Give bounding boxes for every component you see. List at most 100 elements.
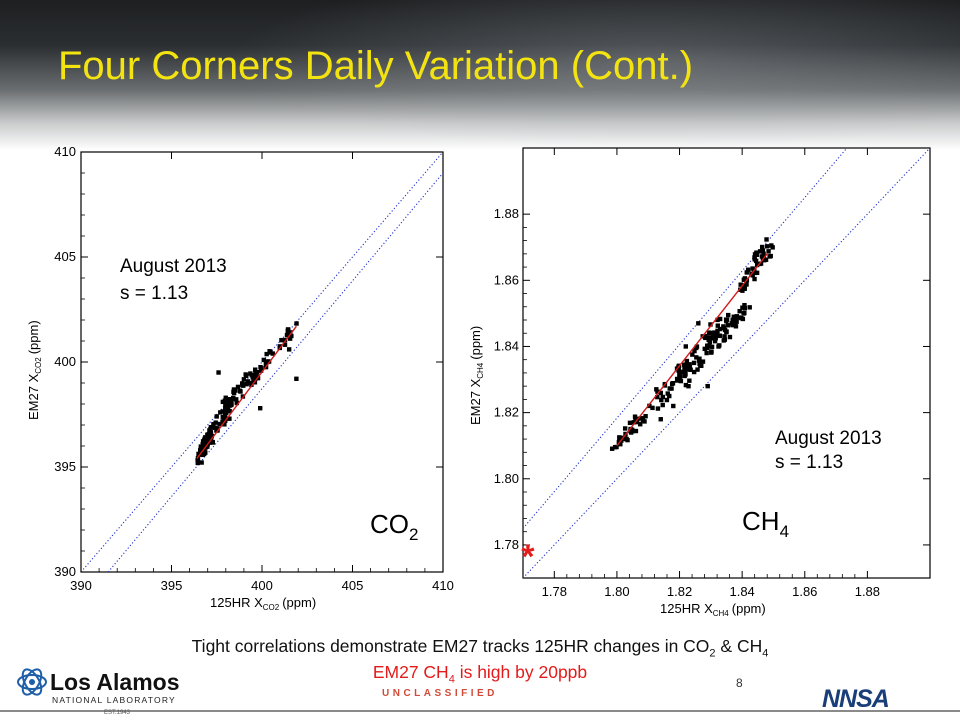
data-point bbox=[702, 346, 707, 352]
ch4-y-axis-label: EM27 XCH4(ppm) bbox=[468, 326, 485, 425]
data-point bbox=[264, 359, 270, 365]
ch4-x-axis-label: 125HR XCH4 (ppm) bbox=[660, 601, 766, 618]
ch4-data-points bbox=[609, 237, 775, 451]
data-point bbox=[700, 359, 706, 364]
data-point bbox=[215, 426, 220, 431]
data-point bbox=[234, 400, 239, 406]
data-point bbox=[250, 375, 255, 380]
data-point bbox=[744, 282, 749, 287]
data-point bbox=[241, 377, 247, 382]
data-point bbox=[706, 337, 711, 343]
nnsa-logo: NNSA bbox=[822, 685, 890, 711]
data-point bbox=[695, 367, 700, 372]
data-point bbox=[200, 439, 206, 444]
data-point bbox=[654, 387, 659, 392]
x-tick-label: 395 bbox=[161, 578, 183, 593]
data-point bbox=[204, 440, 209, 446]
data-point bbox=[730, 321, 735, 326]
data-point bbox=[762, 258, 767, 263]
data-point bbox=[707, 330, 713, 336]
data-point bbox=[205, 433, 211, 438]
data-point bbox=[683, 372, 688, 377]
data-point bbox=[709, 344, 715, 349]
data-point bbox=[650, 405, 655, 411]
data-point bbox=[759, 244, 765, 250]
data-point bbox=[660, 402, 665, 408]
y-tick-label: 410 bbox=[54, 144, 76, 159]
data-point bbox=[766, 249, 771, 254]
data-point bbox=[715, 332, 720, 338]
data-point bbox=[682, 366, 687, 371]
data-point bbox=[222, 398, 228, 403]
data-point bbox=[709, 350, 714, 355]
data-point bbox=[285, 328, 291, 334]
data-point bbox=[220, 414, 226, 420]
data-point bbox=[222, 413, 228, 418]
fit-line bbox=[616, 253, 768, 447]
co2-scatter-chart: 390 395 400 405 410 390 395 400 405 410 August 20… bbox=[26, 144, 454, 612]
data-point bbox=[769, 243, 774, 248]
data-point bbox=[213, 420, 218, 425]
data-point bbox=[692, 348, 697, 354]
data-point bbox=[627, 420, 633, 426]
data-point bbox=[202, 444, 207, 449]
data-point bbox=[724, 317, 730, 322]
data-point bbox=[685, 362, 690, 367]
data-point bbox=[624, 436, 629, 442]
data-point bbox=[736, 315, 742, 320]
data-point bbox=[282, 342, 288, 347]
data-point bbox=[722, 334, 727, 339]
data-point bbox=[231, 390, 237, 396]
data-point bbox=[200, 441, 205, 447]
data-point bbox=[715, 323, 720, 328]
data-point bbox=[727, 334, 733, 340]
x-tick-label: 400 bbox=[251, 578, 273, 593]
data-point bbox=[726, 312, 731, 318]
data-point bbox=[244, 381, 249, 387]
reference-line bbox=[523, 148, 848, 529]
data-point bbox=[195, 460, 200, 466]
data-point bbox=[764, 237, 769, 242]
data-point-outlier bbox=[658, 417, 663, 422]
data-point bbox=[683, 382, 689, 388]
data-point bbox=[674, 376, 680, 382]
data-point bbox=[744, 270, 749, 275]
y-tick-label: 400 bbox=[54, 354, 76, 369]
atom-icon bbox=[17, 668, 47, 696]
data-point-outlier bbox=[257, 406, 263, 411]
header-banner bbox=[0, 0, 960, 150]
data-point bbox=[267, 350, 273, 355]
data-point bbox=[707, 339, 713, 345]
data-point bbox=[251, 379, 256, 385]
data-point bbox=[691, 369, 697, 375]
data-point bbox=[711, 333, 716, 338]
data-point bbox=[690, 352, 695, 357]
reference-line bbox=[81, 152, 443, 572]
data-point bbox=[717, 316, 723, 322]
caption-ch4-offset: EM27 CH4 is high by 20ppb bbox=[372, 662, 588, 686]
y-tick-label: 1.78 bbox=[494, 537, 519, 552]
co2-y-axis-label: EM27 XCO2(ppm) bbox=[26, 320, 43, 420]
data-point bbox=[742, 302, 747, 308]
data-point bbox=[203, 450, 208, 455]
data-point bbox=[287, 336, 293, 341]
data-point bbox=[698, 363, 703, 368]
data-point bbox=[659, 397, 664, 403]
data-point bbox=[229, 401, 234, 407]
footer-divider bbox=[0, 710, 960, 712]
data-point bbox=[199, 445, 205, 450]
data-point-outlier bbox=[227, 416, 232, 421]
data-point bbox=[670, 380, 676, 386]
data-point bbox=[633, 428, 639, 434]
data-point bbox=[685, 366, 690, 371]
y-tick-label: 1.80 bbox=[494, 471, 519, 486]
co2-x-axis-label: 125HR XCO2 (ppm) bbox=[210, 595, 316, 612]
data-point bbox=[640, 415, 646, 421]
data-point bbox=[208, 431, 213, 436]
data-point bbox=[240, 381, 245, 386]
data-point bbox=[223, 403, 229, 408]
fit-line bbox=[196, 325, 297, 460]
data-point bbox=[241, 383, 246, 388]
los-alamos-logo: Los Alamos NATIONAL LABORATORY EST.1943 bbox=[17, 668, 180, 716]
data-point bbox=[225, 400, 230, 405]
